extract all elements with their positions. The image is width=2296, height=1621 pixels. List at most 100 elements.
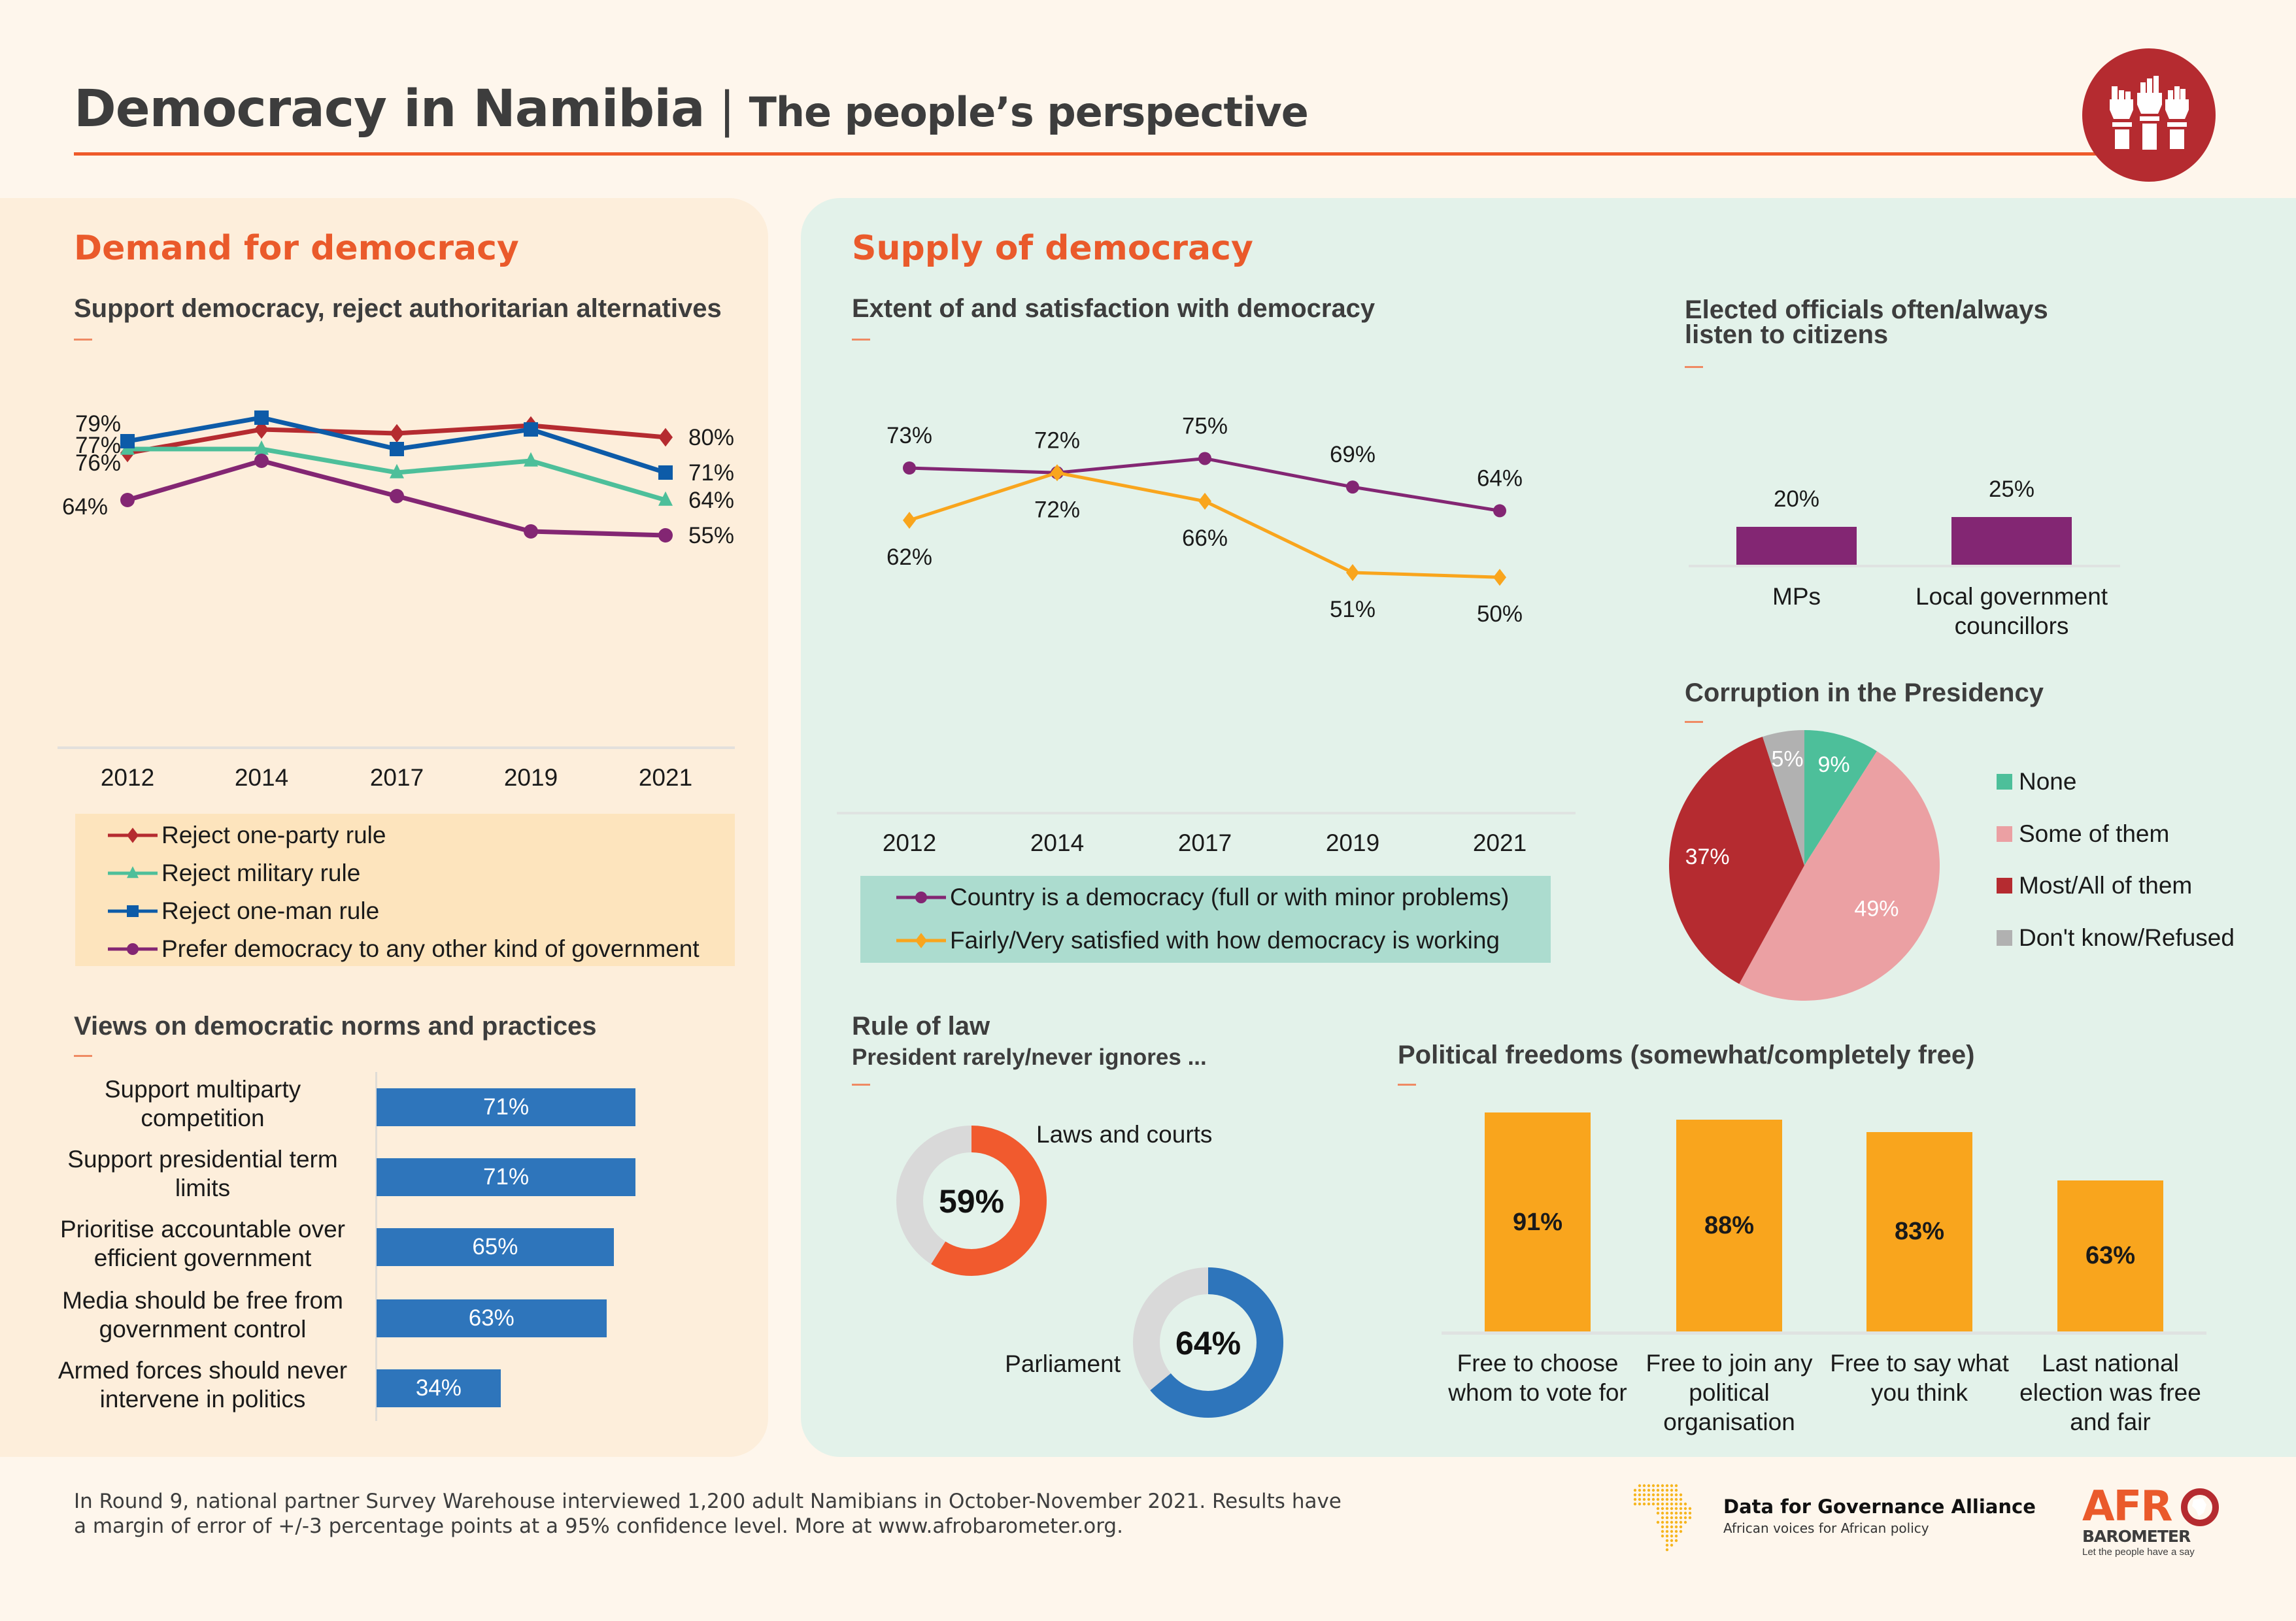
- title-separator: |: [718, 82, 735, 138]
- logo-dot: [1679, 1520, 1683, 1524]
- elected-title-line2: listen to citizens: [1685, 320, 1889, 349]
- pie-slice-label: 37%: [1685, 844, 1730, 869]
- freedom-bar: 63%: [2057, 1180, 2163, 1332]
- data-point: [254, 454, 269, 468]
- logo-dot: [1633, 1502, 1637, 1506]
- logo-dot: [1647, 1493, 1651, 1497]
- logo-dot: [1665, 1497, 1669, 1501]
- logo-dot: [1656, 1493, 1660, 1497]
- legend-label: Reject military rule: [161, 860, 361, 886]
- data-point: [903, 461, 916, 475]
- rule-chart-subtitle: President rarely/never ignores ...: [852, 1044, 1207, 1070]
- data-point: [658, 465, 673, 480]
- category-line: you think: [1870, 1379, 1968, 1406]
- norm-category-line: Support multiparty: [104, 1076, 301, 1103]
- data-point: [390, 442, 404, 456]
- pie-slice: [1739, 751, 1940, 1001]
- afrobarometer-logo: AFR BAROMETER Let the people have a say: [2082, 1485, 2226, 1563]
- data-label: 75%: [1182, 413, 1228, 439]
- demand-section-title: Demand for democracy: [74, 229, 519, 268]
- legend-marker: [915, 933, 927, 948]
- data-label: 73%: [886, 423, 932, 448]
- legend-label: Prefer democracy to any other kind of go…: [161, 935, 700, 962]
- legend-marker: [127, 866, 139, 878]
- data-point: [1346, 563, 1359, 581]
- logo-dot: [1656, 1511, 1660, 1515]
- category-line: Local government: [1915, 583, 2108, 610]
- logo-dot: [1674, 1497, 1678, 1501]
- data-label: 69%: [1330, 442, 1376, 467]
- legend-label: Fairly/Very satisfied with how democracy…: [950, 927, 1500, 954]
- logo-dot: [1674, 1511, 1678, 1515]
- methodology-note: In Round 9, national partner Survey Ware…: [74, 1489, 1447, 1539]
- supply-section-title: Supply of democracy: [852, 229, 1253, 268]
- bar-value-label: 20%: [1773, 486, 1820, 512]
- logo-dot: [1633, 1493, 1637, 1497]
- logo-dot: [1679, 1507, 1683, 1511]
- logo-dot: [1661, 1507, 1664, 1511]
- methodology-line-1: In Round 9, national partner Survey Ware…: [74, 1490, 1342, 1513]
- logo-dot: [1656, 1497, 1660, 1501]
- logo-dot: [1683, 1511, 1687, 1515]
- logo-dot: [1633, 1488, 1637, 1492]
- category-line: MPs: [1772, 583, 1821, 610]
- norm-category-label: Support presidential term limits: [52, 1145, 353, 1203]
- x-tick-label: 2019: [504, 764, 558, 791]
- logo-dot: [1670, 1534, 1674, 1538]
- category-line: political: [1689, 1379, 1770, 1406]
- data-point: [524, 452, 538, 467]
- logo-dot: [1665, 1529, 1669, 1533]
- data-label: 64%: [62, 494, 108, 520]
- logo-dot: [1670, 1502, 1674, 1506]
- title-dash: [74, 339, 92, 341]
- support-line-chart: 2012 2014 2017 2019 202179%77%76%64%80%64%71…: [58, 410, 735, 791]
- logo-dot: [1665, 1507, 1669, 1511]
- norm-bar: 34%: [377, 1369, 501, 1407]
- freedom-category-label: Free to join any political organisation: [1637, 1348, 1821, 1437]
- logo-dot: [1642, 1497, 1646, 1501]
- data-point: [1051, 464, 1064, 482]
- logo-dot: [1665, 1548, 1669, 1552]
- logo-dot: [1638, 1497, 1642, 1501]
- norm-category-line: competition: [141, 1105, 265, 1131]
- raised-fists-icon: [2082, 48, 2216, 182]
- category-line: organisation: [1663, 1409, 1795, 1435]
- logo-dot: [1674, 1520, 1678, 1524]
- logo-dot: [1674, 1525, 1678, 1529]
- norm-category-label: Media should be free from government cont…: [52, 1286, 353, 1344]
- logo-dot: [1679, 1493, 1683, 1497]
- logo-dot: [1670, 1516, 1674, 1520]
- afro-o-globe-icon: [2181, 1488, 2219, 1526]
- logo-dot: [1688, 1511, 1692, 1515]
- pie-slice-label: 5%: [1772, 746, 1804, 771]
- category-line: Last national: [2042, 1350, 2179, 1377]
- legend-item: Reject military rule: [108, 860, 360, 887]
- logo-dot: [1665, 1516, 1669, 1520]
- legend-diamond-marker-icon: [896, 933, 946, 948]
- support-chart-title: Support democracy, reject authoritarian …: [74, 294, 722, 323]
- data-point: [658, 427, 673, 447]
- freedom-category-label: Free to choose whom to vote for: [1445, 1348, 1630, 1407]
- logo-dot: [1674, 1516, 1678, 1520]
- logo-dot: [1651, 1493, 1655, 1497]
- data-point: [524, 524, 538, 539]
- elected-title-line1: Elected officials often/always: [1685, 295, 2048, 324]
- extent-chart-title: Extent of and satisfaction with democrac…: [852, 294, 1376, 323]
- logo-dot: [1674, 1539, 1678, 1543]
- legend-label: Reject one-party rule: [161, 822, 386, 848]
- freedom-bar: 88%: [1676, 1120, 1782, 1332]
- bar-category-label: Local government councillors: [1893, 582, 2131, 641]
- data-label: 77%: [75, 433, 121, 458]
- logo-dot: [1638, 1502, 1642, 1506]
- data-point: [1493, 569, 1506, 586]
- logo-dot: [1661, 1529, 1664, 1533]
- logo-dot: [1665, 1539, 1669, 1543]
- data-point: [658, 491, 673, 506]
- legend-label: Reject one-man rule: [161, 897, 380, 924]
- data-label: 71%: [688, 460, 734, 486]
- legend-item: Reject one-party rule: [108, 822, 386, 849]
- legend-label: None: [2019, 768, 2077, 795]
- freedom-category-label: Free to say what you think: [1827, 1348, 2012, 1407]
- logo-dot: [1679, 1497, 1683, 1501]
- norm-category-line: efficient government: [93, 1245, 312, 1271]
